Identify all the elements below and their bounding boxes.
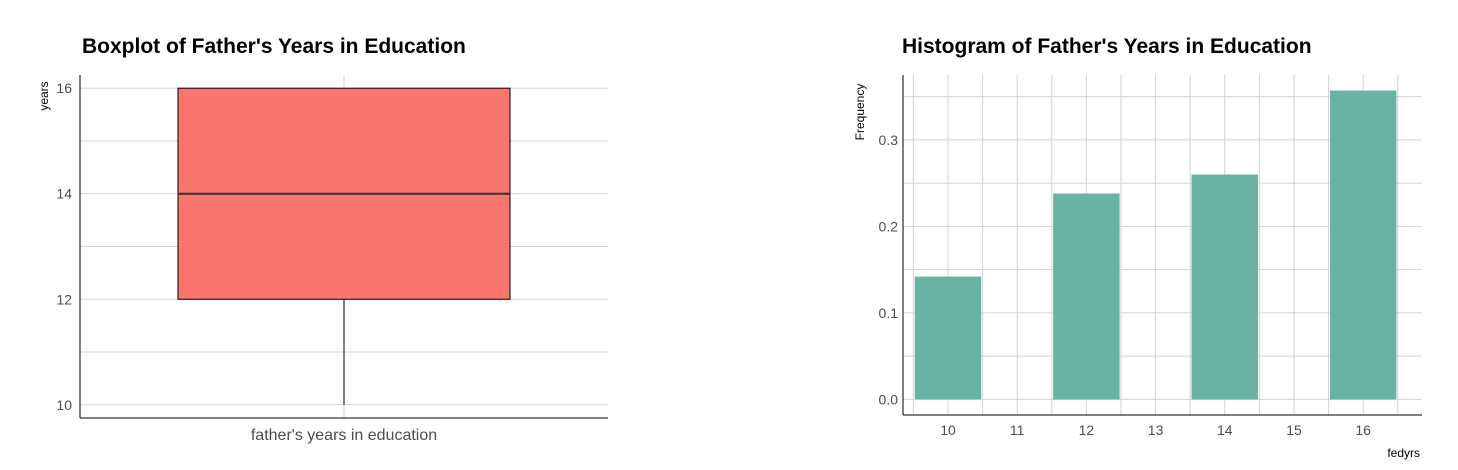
- histogram-x-tick-label: 14: [1217, 422, 1233, 438]
- histogram-y-tick-label: 0.2: [879, 218, 899, 234]
- histogram-bars: [914, 90, 1397, 400]
- histogram-x-tick-label: 12: [1079, 422, 1095, 438]
- boxplot-title: Boxplot of Father's Years in Education: [82, 35, 466, 58]
- histogram-bar: [1191, 174, 1258, 400]
- histogram-y-tick-label: 0.1: [879, 305, 899, 321]
- histogram-bar: [914, 276, 982, 400]
- boxplot-y-ticks: 10 12 14 16: [56, 80, 72, 413]
- boxplot-x-category-label: father's years in education: [251, 427, 437, 444]
- boxplot-y-tick-label: 16: [56, 80, 72, 96]
- histogram-y-ticks: 0.0 0.1 0.2 0.3: [879, 132, 899, 408]
- boxplot-y-tick-label: 12: [56, 291, 72, 307]
- histogram-bar: [1329, 90, 1397, 400]
- histogram-x-tick-label: 16: [1355, 422, 1371, 438]
- histogram-x-tick-label: 11: [1010, 422, 1025, 438]
- histogram-panel: Histogram of Father's Years in Education…: [853, 35, 1422, 460]
- boxplot-y-axis-label: years: [37, 81, 51, 110]
- histogram-x-tick-label: 15: [1286, 422, 1302, 438]
- histogram-y-axis-label: Frequency: [853, 84, 867, 141]
- histogram-bar: [1053, 193, 1120, 400]
- boxplot-y-tick-label: 14: [56, 186, 72, 202]
- histogram-x-tick-label: 13: [1148, 422, 1164, 438]
- boxplot-panel: Boxplot of Father's Years in Education 1…: [37, 35, 608, 444]
- boxplot-y-tick-label: 10: [56, 397, 72, 413]
- histogram-y-tick-label: 0.3: [879, 132, 899, 148]
- histogram-x-axis-label: fedyrs: [1387, 446, 1420, 460]
- histogram-x-tick-label: 10: [940, 422, 956, 438]
- histogram-x-ticks: 10 11 12 13 14 15 16: [940, 422, 1371, 438]
- histogram-title: Histogram of Father's Years in Education: [902, 35, 1312, 58]
- histogram-y-tick-label: 0.0: [879, 391, 899, 407]
